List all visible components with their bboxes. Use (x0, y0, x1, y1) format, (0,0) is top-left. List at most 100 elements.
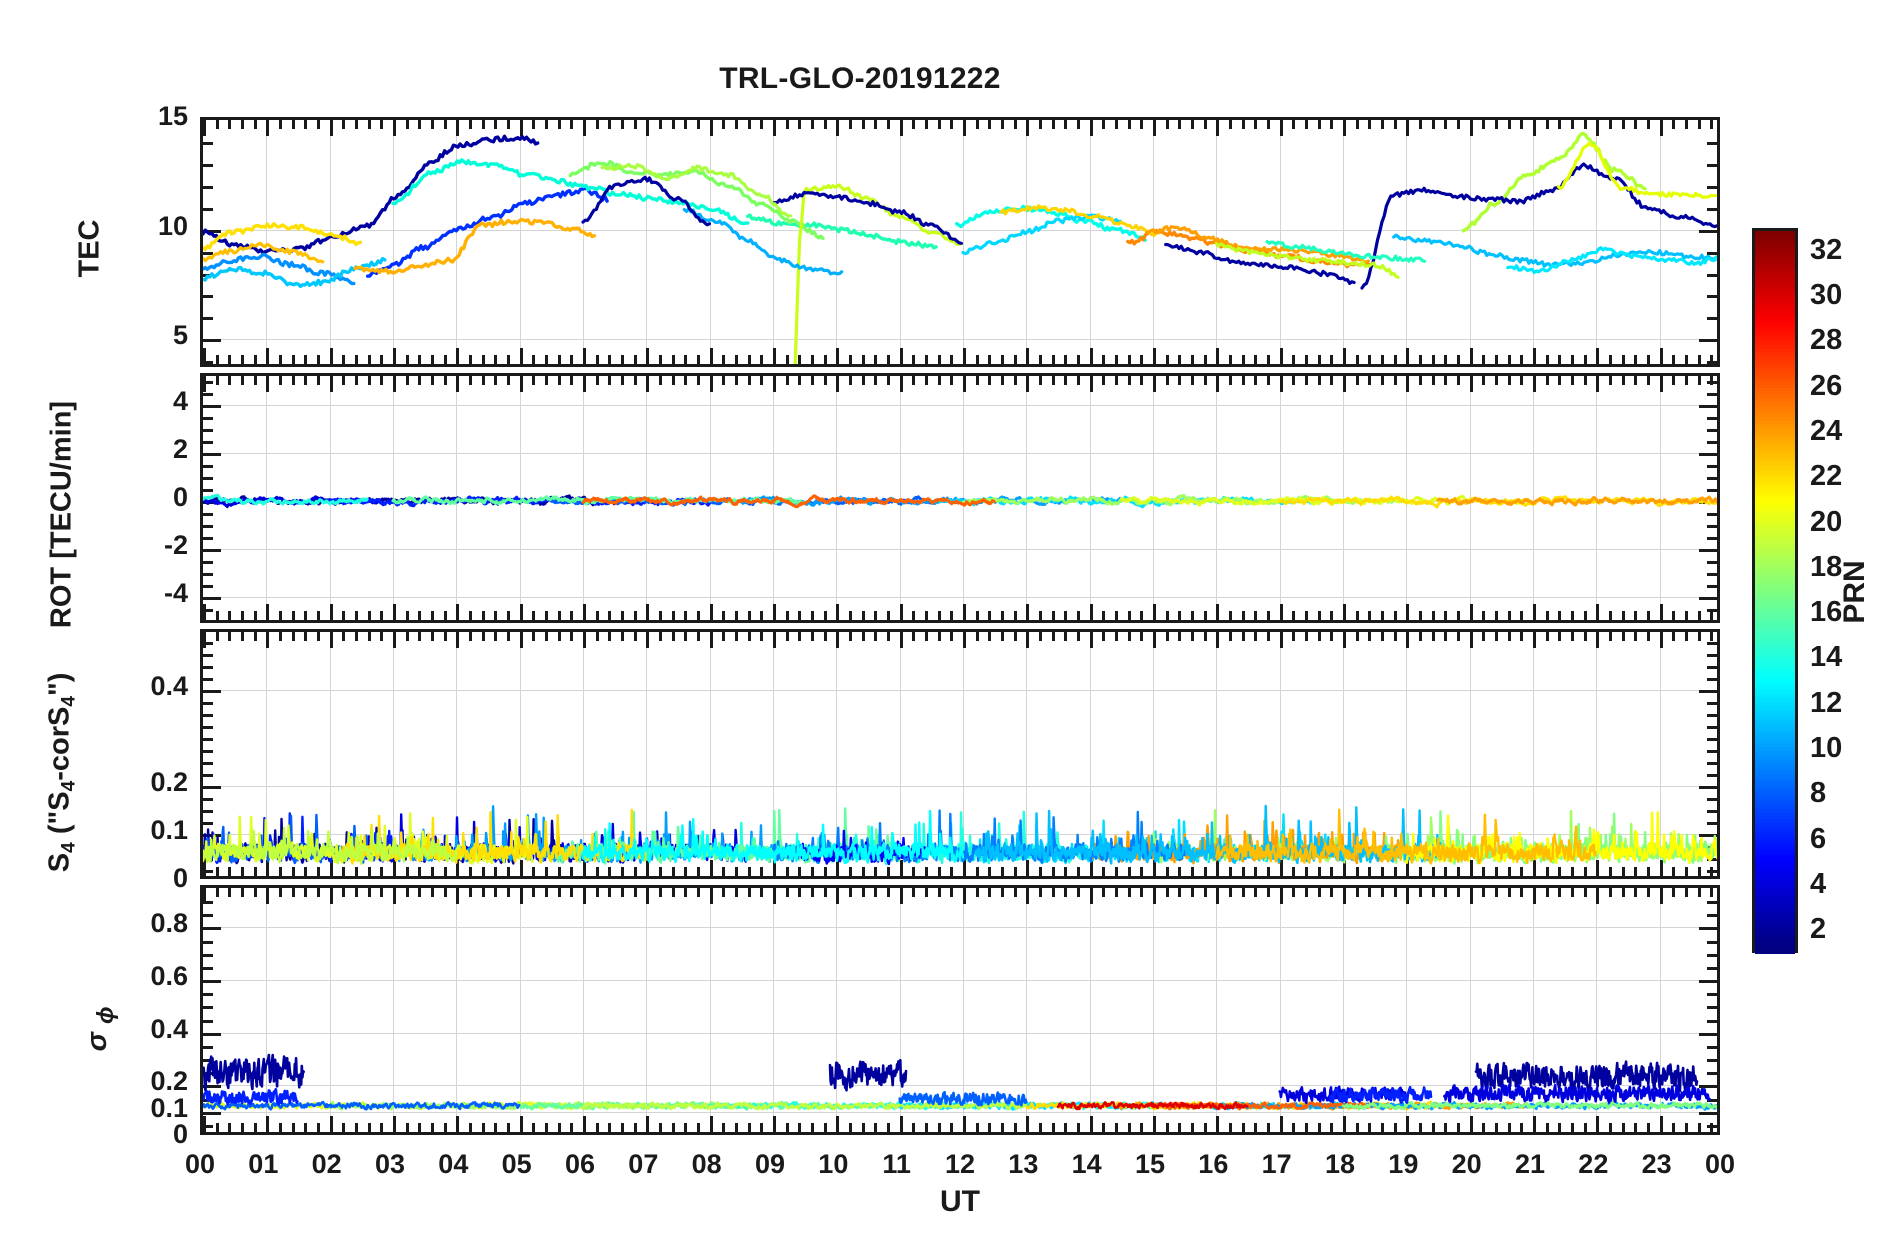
axis-tick (785, 120, 789, 129)
axis-tick (443, 611, 447, 620)
axis-tick (1368, 355, 1372, 364)
axis-tick (722, 611, 726, 620)
axis-tick (595, 632, 599, 641)
axis-tick (1699, 785, 1717, 789)
data-series (1215, 808, 1597, 865)
axis-tick (735, 632, 738, 641)
y-tick-label: -4 (163, 578, 188, 609)
y-tick-label: 15 (157, 101, 188, 131)
y-tick-label: 0.2 (150, 766, 188, 797)
data-series (203, 1087, 299, 1106)
axis-tick (1317, 867, 1321, 876)
axis-tick (583, 376, 586, 392)
axis-tick (1707, 1006, 1717, 1010)
axis-tick (925, 611, 928, 620)
axis-tick (874, 120, 878, 129)
axis-tick (621, 867, 624, 876)
axis-tick (621, 611, 624, 620)
axis-tick (329, 120, 333, 136)
axis-tick (887, 611, 890, 620)
axis-tick (1203, 376, 1207, 385)
colorbar-prn[interactable] (1752, 228, 1798, 954)
axis-tick (1685, 120, 1688, 129)
axis-tick (608, 611, 612, 620)
data-series (1341, 1101, 1717, 1111)
axis-tick (545, 355, 548, 364)
axis-tick (1621, 611, 1625, 620)
axis-tick (1355, 632, 1359, 641)
axis-tick (1699, 1111, 1717, 1115)
data-series (682, 207, 844, 276)
axis-tick (456, 888, 460, 904)
axis-tick (633, 376, 637, 385)
axis-tick (1621, 632, 1625, 641)
axis-tick (557, 1123, 561, 1132)
axis-tick (1520, 376, 1524, 385)
axis-tick (608, 867, 612, 876)
data-series (353, 217, 597, 275)
axis-tick (633, 355, 637, 364)
axis-tick (1064, 120, 1068, 129)
axis-tick (291, 632, 295, 641)
axis-tick (203, 513, 213, 517)
axis-tick (279, 1123, 282, 1132)
axis-tick (1317, 632, 1321, 641)
axis-tick (1191, 611, 1194, 620)
axis-tick (342, 355, 346, 364)
axis-tick (811, 632, 814, 641)
axis-tick (963, 604, 966, 620)
axis-tick (203, 476, 213, 480)
data-series (1443, 1083, 1711, 1104)
axis-tick (203, 725, 213, 729)
axis-tick (393, 376, 396, 392)
axis-tick (1571, 1123, 1574, 1132)
axis-tick (963, 120, 966, 136)
axis-tick (279, 355, 282, 364)
axis-tick (1482, 1123, 1486, 1132)
axis-tick (836, 120, 840, 136)
gridline-vertical (329, 120, 331, 364)
axis-tick (1634, 867, 1638, 876)
axis-tick (1115, 376, 1118, 385)
axis-tick (988, 632, 992, 641)
data-series (581, 809, 965, 865)
axis-tick (1520, 632, 1524, 641)
axis-tick (1102, 1123, 1106, 1132)
axis-tick (1241, 888, 1245, 897)
axis-tick (253, 376, 257, 385)
axis-tick (203, 416, 213, 420)
axis-tick (1707, 317, 1717, 321)
axis-tick (1707, 901, 1717, 905)
data-series (999, 204, 1161, 238)
axis-tick (507, 632, 510, 641)
axis-tick (1178, 376, 1182, 385)
data-layer (203, 1053, 1717, 1111)
gridline-horizontal (203, 980, 1717, 982)
axis-tick (1115, 1123, 1118, 1132)
axis-tick (937, 632, 941, 641)
axis-tick (633, 888, 637, 897)
axis-tick (1026, 1116, 1030, 1132)
axis-tick (697, 611, 700, 620)
axis-tick (1571, 355, 1574, 364)
axis-tick (203, 120, 206, 136)
axis-tick (1710, 355, 1714, 364)
axis-tick (1707, 392, 1717, 396)
axis-tick (1685, 888, 1688, 897)
axis-tick (228, 376, 232, 385)
axis-tick (1089, 632, 1093, 648)
axis-tick (1013, 376, 1017, 385)
axis-tick (228, 120, 232, 129)
axis-tick (203, 1006, 213, 1010)
axis-tick (735, 888, 738, 897)
axis-tick (595, 867, 599, 876)
axis-tick (1279, 860, 1283, 876)
axis-tick (203, 632, 206, 648)
axis-tick (709, 604, 713, 620)
axis-tick (1457, 632, 1460, 641)
axis-tick (279, 867, 282, 876)
axis-tick (1444, 120, 1448, 129)
axis-tick (1039, 376, 1042, 385)
gridline-vertical (1026, 120, 1028, 364)
axis-tick (722, 120, 726, 129)
